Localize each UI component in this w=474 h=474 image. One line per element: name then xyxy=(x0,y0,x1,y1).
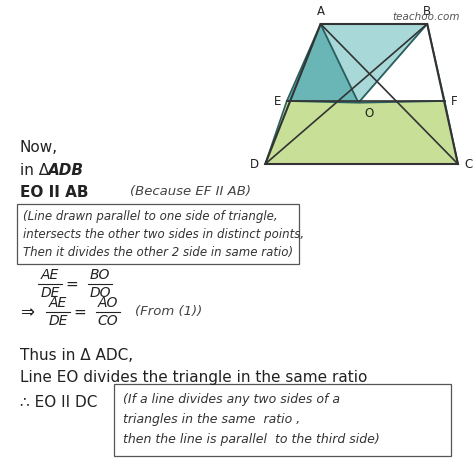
Polygon shape xyxy=(287,24,358,103)
Polygon shape xyxy=(320,24,427,103)
Text: Now,: Now, xyxy=(20,140,58,155)
Text: B: B xyxy=(423,5,431,18)
Text: DE: DE xyxy=(40,286,60,300)
Text: DE: DE xyxy=(48,314,68,328)
Polygon shape xyxy=(358,24,445,103)
Text: BO: BO xyxy=(90,268,110,282)
Text: AO: AO xyxy=(98,296,118,310)
Text: triangles in the same  ratio ,: triangles in the same ratio , xyxy=(123,413,300,426)
Text: (If a line divides any two sides of a: (If a line divides any two sides of a xyxy=(123,393,340,406)
Text: Then it divides the other 2 side in same ratio): Then it divides the other 2 side in same… xyxy=(23,246,293,259)
Text: ADB: ADB xyxy=(48,163,84,178)
Text: Thus in Δ ADC,: Thus in Δ ADC, xyxy=(20,348,133,363)
FancyBboxPatch shape xyxy=(114,384,451,456)
Text: AE: AE xyxy=(49,296,67,310)
Text: =: = xyxy=(73,304,86,319)
Text: (Line drawn parallel to one side of triangle,: (Line drawn parallel to one side of tria… xyxy=(23,210,278,223)
Polygon shape xyxy=(265,101,458,164)
Text: (From (1)): (From (1)) xyxy=(135,306,202,319)
Text: E: E xyxy=(273,94,281,108)
Text: then the line is parallel  to the third side): then the line is parallel to the third s… xyxy=(123,433,380,446)
Text: EO II AB: EO II AB xyxy=(20,185,89,200)
Text: AE: AE xyxy=(41,268,59,282)
Text: teachoo.com: teachoo.com xyxy=(392,12,460,22)
Text: A: A xyxy=(317,5,325,18)
Text: ∴ EO II DC: ∴ EO II DC xyxy=(20,395,97,410)
Text: DO: DO xyxy=(89,286,111,300)
Text: (Because EF II AB): (Because EF II AB) xyxy=(130,185,251,198)
Text: ⇒: ⇒ xyxy=(20,303,34,321)
Text: in Δ: in Δ xyxy=(20,163,54,178)
Text: F: F xyxy=(451,94,457,108)
Text: Line EO divides the triangle in the same ratio: Line EO divides the triangle in the same… xyxy=(20,370,367,385)
Text: O: O xyxy=(365,107,374,120)
Text: intersects the other two sides in distinct points,: intersects the other two sides in distin… xyxy=(23,228,304,241)
Text: CO: CO xyxy=(98,314,118,328)
FancyBboxPatch shape xyxy=(17,204,299,264)
Text: C: C xyxy=(464,157,472,171)
Text: D: D xyxy=(250,157,259,171)
Text: =: = xyxy=(65,276,78,292)
